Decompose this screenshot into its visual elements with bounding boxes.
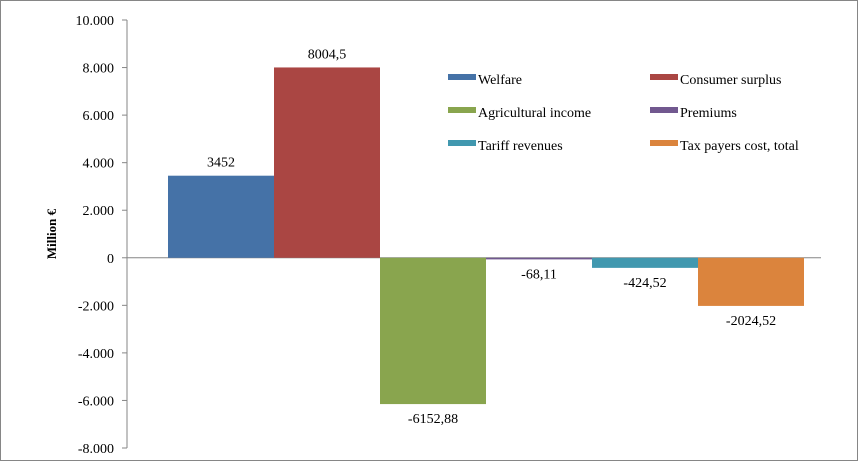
- bar: [486, 257, 592, 260]
- y-tick-label: 4.000: [83, 157, 115, 172]
- legend-label: Agricultural income: [478, 106, 591, 121]
- y-tick-label: -4.000: [78, 347, 114, 362]
- data-label: -424,52: [623, 276, 666, 291]
- y-tick-label: 10.000: [76, 14, 115, 29]
- y-tick-label: -2.000: [78, 299, 114, 314]
- y-tick-label: 6.000: [83, 109, 115, 124]
- y-tick-label: 0: [107, 252, 114, 267]
- y-tick-label: -8.000: [78, 442, 114, 457]
- legend-label: Tax payers cost, total: [680, 139, 799, 154]
- data-label: -68,11: [521, 267, 557, 282]
- legend-label: Premiums: [680, 106, 737, 121]
- y-tick-label: 2.000: [83, 204, 115, 219]
- y-axis-title: Million €: [44, 208, 59, 259]
- bar: [168, 175, 274, 258]
- y-tick-label: 8.000: [83, 62, 115, 77]
- legend-label: Welfare: [478, 73, 522, 88]
- bar: [380, 257, 486, 405]
- legend-swatch: [448, 140, 476, 146]
- bar: [274, 67, 380, 258]
- y-tick-label: -6.000: [78, 394, 114, 409]
- legend-swatch: [650, 140, 678, 146]
- legend-swatch: [650, 74, 678, 80]
- legend-label: Tariff revenues: [478, 139, 563, 154]
- data-label: 3452: [207, 156, 235, 171]
- bar: [592, 257, 698, 268]
- data-label: 8004,5: [308, 47, 347, 62]
- bar: [698, 257, 804, 306]
- legend-swatch: [650, 107, 678, 113]
- legend-swatch: [448, 74, 476, 80]
- legend-swatch: [448, 107, 476, 113]
- data-label: -2024,52: [726, 314, 776, 329]
- legend-label: Consumer surplus: [680, 73, 782, 88]
- data-label: -6152,88: [408, 412, 458, 427]
